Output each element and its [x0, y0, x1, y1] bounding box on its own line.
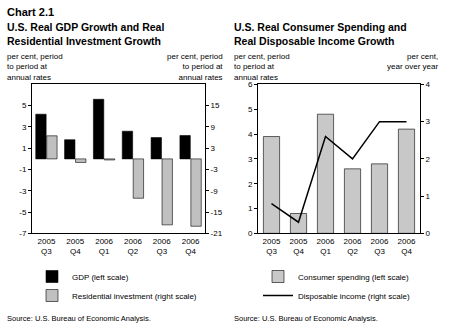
svg-text:9: 9: [211, 123, 216, 132]
svg-text:3: 3: [211, 144, 216, 153]
svg-text:15: 15: [211, 101, 220, 110]
svg-text:Source: U.S. Bureau of Economi: Source: U.S. Bureau of Economic Analysis…: [234, 314, 378, 323]
svg-text:0: 0: [248, 229, 253, 238]
svg-text:per cent, periodto period atan: per cent, periodto period atannual rates: [167, 52, 223, 82]
svg-text:2006Q2: 2006Q2: [124, 237, 142, 256]
svg-text:2006Q1: 2006Q1: [95, 237, 113, 256]
svg-text:1: 1: [248, 204, 253, 213]
svg-text:2005Q3: 2005Q3: [38, 237, 56, 256]
svg-text:2006Q1: 2006Q1: [317, 237, 335, 256]
svg-text:Residential investment (right: Residential investment (right scale): [72, 292, 197, 301]
svg-text:Chart 2.1: Chart 2.1: [7, 6, 54, 18]
svg-text:2005Q4: 2005Q4: [290, 237, 308, 256]
svg-text:Consumer spending (left scale): Consumer spending (left scale): [298, 273, 409, 282]
svg-text:-7: -7: [19, 229, 27, 238]
svg-text:2006Q3: 2006Q3: [153, 237, 171, 256]
svg-text:2006Q2: 2006Q2: [344, 237, 362, 256]
svg-text:6: 6: [248, 80, 253, 89]
svg-text:-3: -3: [211, 165, 219, 174]
svg-text:4: 4: [426, 80, 431, 89]
svg-text:3: 3: [248, 155, 253, 164]
svg-text:per cent, periodto period atan: per cent, periodto period atannual rates: [7, 52, 63, 82]
svg-text:per cent, periodto period atan: per cent, periodto period atannual rates: [234, 52, 290, 82]
svg-text:2: 2: [248, 180, 253, 189]
svg-text:-9: -9: [211, 187, 219, 196]
svg-text:-3: -3: [19, 187, 27, 196]
svg-text:2006Q4: 2006Q4: [182, 237, 200, 256]
svg-text:Source: U.S. Bureau of Economi: Source: U.S. Bureau of Economic Analysis…: [7, 314, 151, 323]
svg-text:GDP (left scale): GDP (left scale): [72, 273, 129, 282]
svg-text:5: 5: [248, 105, 253, 114]
svg-text:-5: -5: [19, 208, 27, 217]
svg-text:4: 4: [248, 130, 253, 139]
svg-text:3: 3: [22, 123, 27, 132]
svg-text:U.S. Real GDP Growth and RealR: U.S. Real GDP Growth and RealResidential…: [7, 21, 164, 47]
svg-text:-21: -21: [211, 229, 223, 238]
svg-text:0: 0: [426, 229, 431, 238]
svg-text:2005Q4: 2005Q4: [66, 237, 84, 256]
svg-text:1: 1: [22, 144, 27, 153]
svg-text:Disposable income (right scale: Disposable income (right scale): [298, 292, 410, 301]
svg-text:1: 1: [426, 192, 431, 201]
svg-text:2006Q3: 2006Q3: [371, 237, 389, 256]
svg-text:per cent,year over year: per cent,year over year: [387, 52, 438, 71]
svg-text:2005Q3: 2005Q3: [263, 237, 281, 256]
svg-text:2006Q4: 2006Q4: [398, 237, 416, 256]
svg-text:U.S. Real Consumer Spending an: U.S. Real Consumer Spending andReal Disp…: [234, 21, 407, 47]
svg-text:5: 5: [22, 101, 27, 110]
svg-text:2: 2: [426, 155, 431, 164]
svg-text:-15: -15: [211, 208, 223, 217]
svg-text:3: 3: [426, 117, 431, 126]
svg-text:-1: -1: [19, 165, 27, 174]
